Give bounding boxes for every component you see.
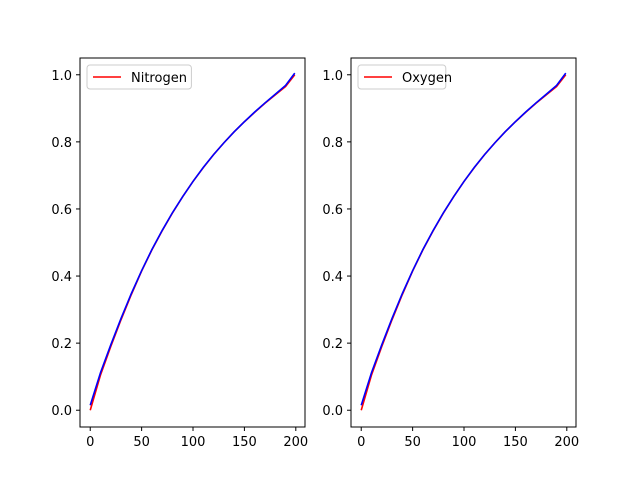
y-tick-label: 0.4 xyxy=(322,270,343,285)
x-tick-label: 100 xyxy=(452,435,477,450)
legend-left: Nitrogen xyxy=(86,64,192,90)
series-line-nitrogen xyxy=(89,74,296,411)
x-tick-label: 100 xyxy=(181,435,206,450)
x-tick-label: 200 xyxy=(554,435,579,450)
x-axis-right: 0 50 100 150 200 xyxy=(357,427,579,450)
y-tick-label: 0.4 xyxy=(51,270,72,285)
legend-label: Oxygen xyxy=(402,71,452,86)
legend-box xyxy=(357,64,447,90)
y-tick-label: 0.2 xyxy=(322,337,343,352)
x-axis-left: 0 50 100 150 200 xyxy=(86,427,308,450)
x-tick-label: 150 xyxy=(232,435,257,450)
subplot-left: 0 50 100 150 200 0.0 0.2 0.4 0.6 0.8 1.0 Nitrogen xyxy=(51,57,308,450)
y-tick-label: 0.0 xyxy=(322,404,343,419)
y-axis-left: 0.0 0.2 0.4 0.6 0.8 1.0 xyxy=(51,69,80,419)
legend-label: Nitrogen xyxy=(131,71,187,86)
x-tick-label: 50 xyxy=(133,435,150,450)
y-tick-label: 0.6 xyxy=(51,203,72,218)
y-tick-label: 1.0 xyxy=(322,69,343,84)
plot-area-right xyxy=(350,57,577,428)
legend-right: Oxygen xyxy=(357,64,452,90)
x-tick-label: 200 xyxy=(283,435,308,450)
plot-area-left xyxy=(79,57,306,428)
subplot-right: 0 50 100 150 200 0.0 0.2 0.4 0.6 0.8 1.0 Oxygen xyxy=(322,57,579,450)
y-tick-label: 1.0 xyxy=(51,69,72,84)
axes-frame xyxy=(79,57,306,428)
y-tick-label: 0.8 xyxy=(51,136,72,151)
y-tick-label: 0.0 xyxy=(51,404,72,419)
y-axis-right: 0.0 0.2 0.4 0.6 0.8 1.0 xyxy=(322,69,351,419)
x-tick-label: 50 xyxy=(404,435,421,450)
x-tick-label: 150 xyxy=(503,435,528,450)
y-tick-label: 0.2 xyxy=(51,337,72,352)
y-tick-label: 0.8 xyxy=(322,136,343,151)
axes-frame xyxy=(350,57,577,428)
series-line-series-2 xyxy=(89,72,296,406)
x-tick-label: 0 xyxy=(357,435,365,450)
y-tick-label: 0.6 xyxy=(322,203,343,218)
series-line-oxygen xyxy=(360,74,567,411)
x-tick-label: 0 xyxy=(86,435,94,450)
legend-box xyxy=(86,64,192,90)
series-line-series-2 xyxy=(360,72,567,406)
